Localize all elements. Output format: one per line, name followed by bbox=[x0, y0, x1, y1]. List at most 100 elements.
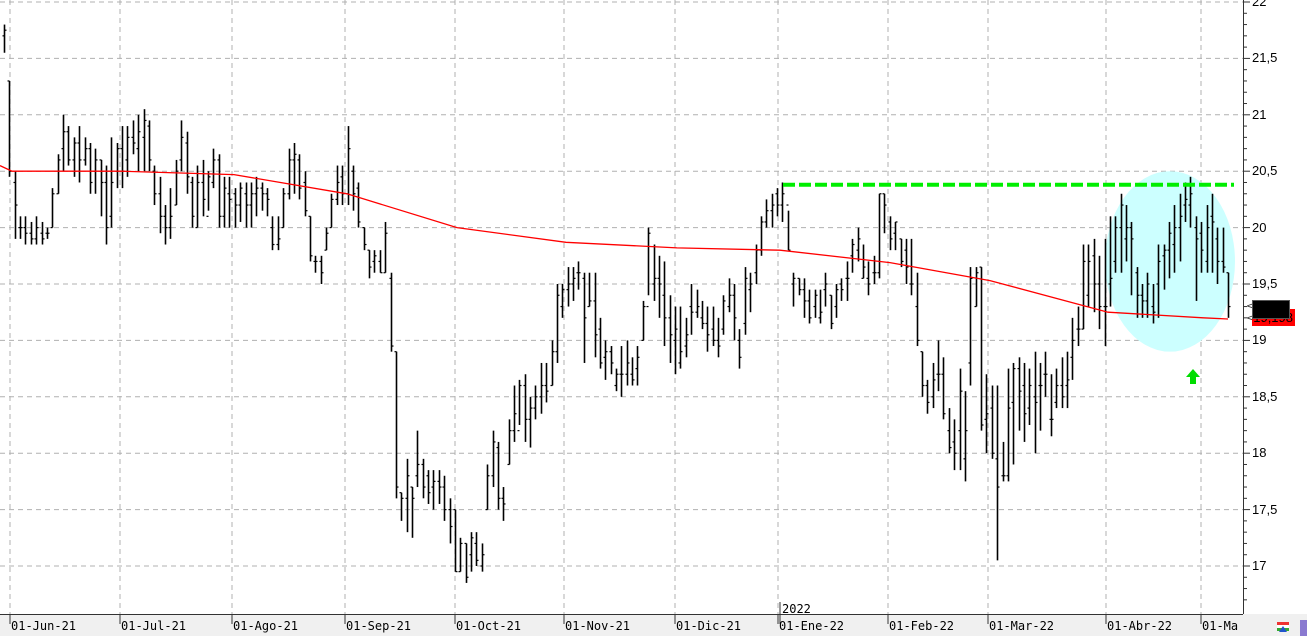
ohlc-bar bbox=[560, 284, 565, 318]
y-axis[interactable] bbox=[1243, 0, 1250, 614]
ohlc-bar bbox=[893, 221, 898, 251]
ohlc-bar bbox=[614, 368, 619, 392]
ohlc-bar bbox=[544, 362, 549, 403]
ohlc-bar bbox=[206, 171, 211, 217]
ohlc-bar bbox=[834, 284, 839, 318]
ohlc-bar bbox=[678, 306, 683, 369]
ohlc-bar bbox=[88, 143, 93, 194]
ohlc-bar bbox=[533, 385, 538, 420]
ohlc-bar bbox=[66, 126, 71, 166]
ohlc-bar bbox=[587, 272, 592, 308]
ohlc-bar bbox=[1006, 368, 1011, 482]
ohlc-bar bbox=[818, 289, 823, 324]
ohlc-bar bbox=[1129, 221, 1134, 296]
ohlc-bar bbox=[485, 464, 490, 511]
x-tick-label: 01-Jul-21 bbox=[121, 619, 187, 633]
ohlc-bar bbox=[748, 272, 753, 313]
ohlc-bar bbox=[770, 193, 775, 228]
ohlc-bar bbox=[1178, 193, 1183, 262]
ohlc-bar bbox=[362, 227, 367, 251]
ohlc-bar bbox=[415, 430, 420, 488]
flag-icon[interactable] bbox=[1276, 620, 1290, 634]
ohlc-bar bbox=[158, 176, 163, 234]
ohlc-bar bbox=[496, 441, 501, 510]
ohlc-bar bbox=[324, 227, 329, 251]
ohlc-bar bbox=[77, 126, 82, 183]
ohlc-bar bbox=[1221, 227, 1226, 273]
ohlc-bar bbox=[254, 176, 259, 217]
ohlc-bar bbox=[378, 250, 383, 274]
ohlc-bar bbox=[845, 261, 850, 301]
ohlc-bar bbox=[56, 154, 61, 195]
ohlc-bar bbox=[356, 182, 361, 228]
ohlc-bar bbox=[1070, 317, 1075, 380]
ohlc-bar bbox=[410, 486, 415, 538]
x-tick-label: 01-May bbox=[1202, 619, 1238, 633]
ohlc-bar bbox=[775, 188, 780, 217]
ohlc-bar bbox=[1043, 351, 1048, 397]
ohlc-bar bbox=[625, 340, 630, 386]
ohlc-bar bbox=[7, 80, 12, 177]
ohlc-bar bbox=[249, 182, 254, 228]
ohlc-bar bbox=[303, 171, 308, 217]
ohlc-bar bbox=[850, 238, 855, 273]
x-tick-label: 01-Oct-21 bbox=[456, 619, 522, 633]
ohlc-bar bbox=[458, 537, 463, 573]
ohlc-bar bbox=[705, 306, 710, 352]
up-arrow-icon bbox=[1186, 369, 1200, 384]
ohlc-bar bbox=[866, 261, 871, 296]
ohlc-bar bbox=[1113, 216, 1118, 273]
ohlc-bar bbox=[1162, 244, 1167, 290]
last-value-pointer-icon: < bbox=[1246, 313, 1254, 324]
ohlc-bar bbox=[131, 120, 136, 155]
ohlc-bar bbox=[50, 188, 55, 229]
ohlc-bar bbox=[185, 131, 190, 194]
ohlc-bar bbox=[491, 430, 496, 488]
ohlc-bar bbox=[23, 216, 28, 245]
ohlc-bar bbox=[963, 391, 968, 482]
ohlc-bar bbox=[641, 300, 646, 341]
ohlc-bar bbox=[952, 419, 957, 471]
ohlc-bar bbox=[201, 159, 206, 217]
gridlines bbox=[0, 0, 1243, 614]
ohlc-bar bbox=[689, 284, 694, 335]
panel-toggle-icon[interactable] bbox=[1300, 620, 1307, 636]
ohlc-bar bbox=[619, 346, 624, 397]
crosshair-value-box bbox=[1252, 300, 1290, 319]
ohlc-bar bbox=[566, 267, 571, 307]
ohlc-bar bbox=[61, 114, 66, 172]
ohlc-bar bbox=[480, 543, 485, 572]
ohlc-bar bbox=[1124, 205, 1129, 262]
ohlc-bar bbox=[550, 340, 555, 387]
x-tick-label: 01-Ene-22 bbox=[779, 619, 845, 633]
ohlc-bar bbox=[652, 244, 657, 301]
ohlc-bar bbox=[1027, 368, 1032, 425]
ohlc-bar bbox=[394, 351, 399, 499]
ohlc-bar bbox=[576, 261, 581, 290]
ohlc-bar bbox=[109, 137, 114, 228]
ohlc-bar bbox=[195, 165, 200, 229]
ohlc-bar bbox=[1199, 221, 1204, 273]
ohlc-bar bbox=[1226, 272, 1231, 318]
ohlc-bar bbox=[40, 221, 45, 245]
ohlc-bar bbox=[839, 278, 844, 301]
ohlc-bar bbox=[1060, 357, 1065, 409]
x-tick-label: 01-Abr-22 bbox=[1107, 619, 1173, 633]
x-tick-label: 01-Feb-22 bbox=[889, 619, 955, 633]
ohlc-bar bbox=[389, 272, 394, 352]
ohlc-bar bbox=[474, 532, 479, 566]
ohlc-bar bbox=[877, 193, 882, 279]
ohlc-bar bbox=[1151, 284, 1156, 324]
y-tick-label: 18 bbox=[1252, 445, 1267, 461]
y-tick-label: 18,5 bbox=[1252, 388, 1278, 404]
ohlc-bar bbox=[958, 368, 963, 471]
ohlc-bar bbox=[29, 221, 34, 245]
ohlc-bar bbox=[512, 385, 517, 442]
ohlc-bar bbox=[1011, 362, 1016, 465]
ohlc-bar bbox=[1038, 362, 1043, 431]
ohlc-bar bbox=[287, 148, 292, 200]
ohlc-bar bbox=[646, 227, 651, 308]
ohlc-bar bbox=[1076, 306, 1081, 347]
ohlc-bar bbox=[308, 215, 313, 262]
ohlc-bar bbox=[1156, 244, 1161, 318]
